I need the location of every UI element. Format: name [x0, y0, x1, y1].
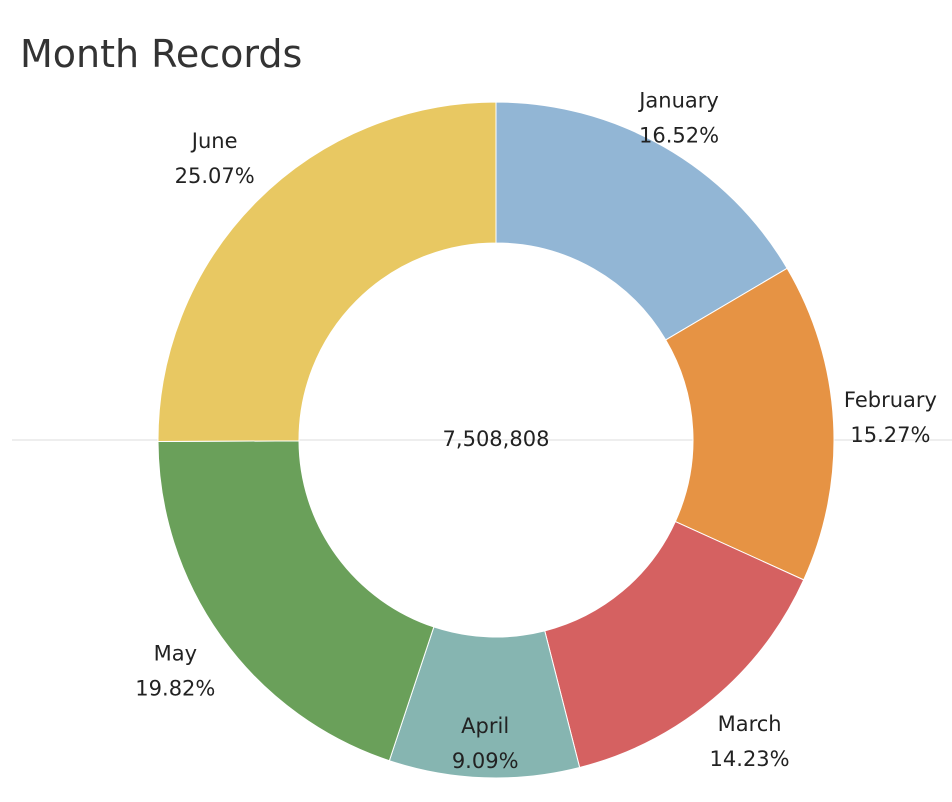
donut-slice	[157, 440, 435, 762]
slice-value-label: 16.52%	[639, 124, 719, 148]
donut-slice	[495, 101, 788, 341]
center-total: 7,508,808	[443, 427, 550, 451]
donut-slice	[665, 267, 835, 581]
slice-label: February	[844, 388, 937, 412]
slice-label: March	[718, 712, 782, 736]
slice-value-label: 25.07%	[175, 164, 255, 188]
slice-value-label: 14.23%	[710, 747, 790, 771]
slice-label: June	[190, 129, 238, 153]
donut-slice	[157, 101, 497, 442]
slice-label: January	[637, 89, 719, 113]
slice-label: April	[461, 714, 509, 738]
slice-value-label: 9.09%	[452, 749, 519, 773]
slice-label: May	[154, 641, 197, 665]
slice-value-label: 19.82%	[135, 676, 215, 700]
chart-title: Month Records	[20, 32, 302, 76]
slice-value-label: 15.27%	[850, 423, 930, 447]
